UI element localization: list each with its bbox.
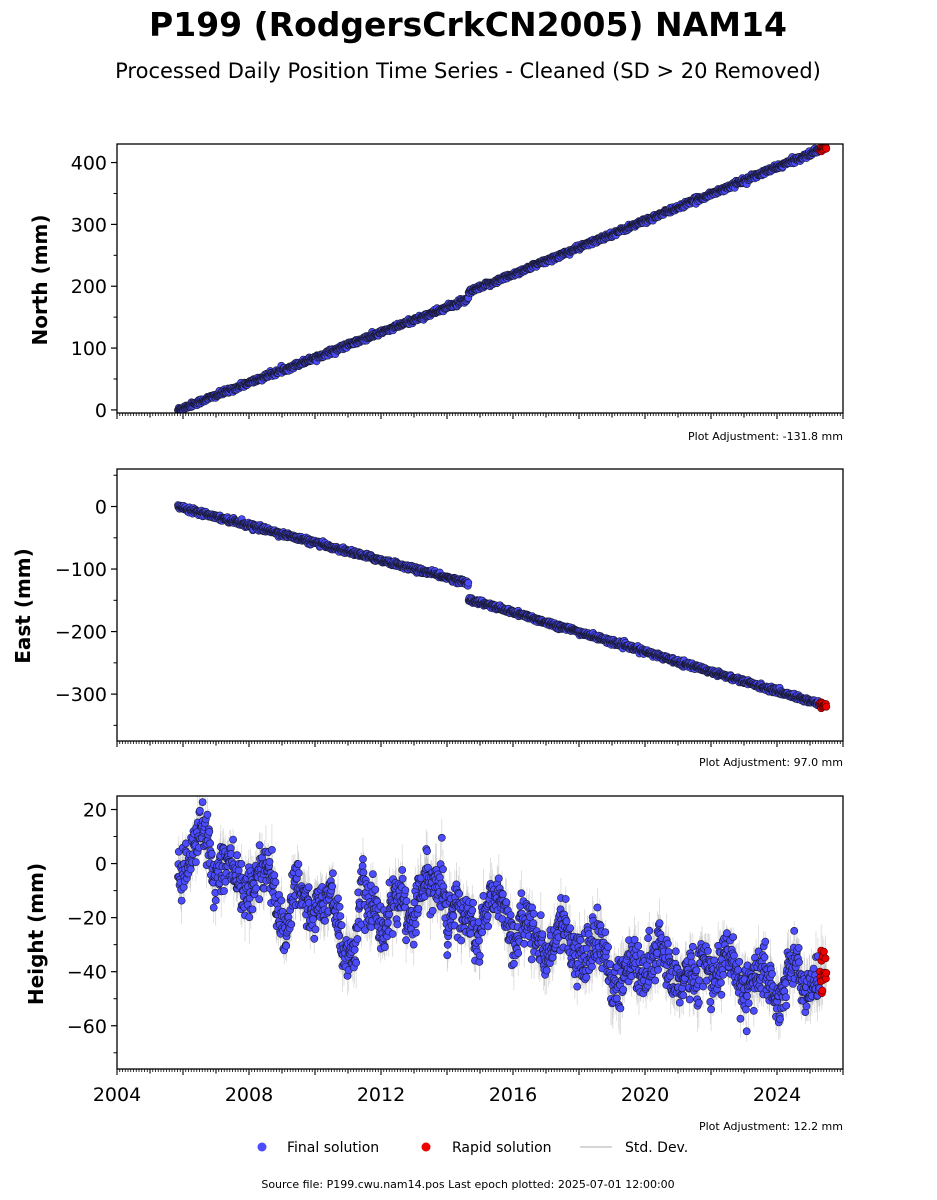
east-panel: 0−100−200−300 bbox=[55, 468, 844, 747]
rapid-solution-points bbox=[816, 144, 831, 156]
y-tick-label: 400 bbox=[71, 153, 107, 175]
y-tick-label: 0 bbox=[95, 400, 107, 422]
plot-area bbox=[174, 501, 831, 713]
x-axis bbox=[116, 413, 844, 419]
chart-subtitle: Processed Daily Position Time Series - C… bbox=[115, 59, 821, 83]
north-panel: 0 100 200 300 400 bbox=[71, 143, 844, 422]
y-axis: 0 100 200 300 400 bbox=[71, 153, 117, 422]
y-tick-label: 300 bbox=[71, 214, 107, 236]
rapid-solution-point bbox=[822, 144, 831, 153]
final-solution-points bbox=[174, 144, 824, 413]
chart-title: P199 (RodgersCrkCN2005) NAM14 bbox=[149, 5, 787, 44]
plot-area bbox=[174, 144, 831, 413]
y-tick-label: 100 bbox=[71, 338, 107, 360]
y-tick-label: 200 bbox=[71, 276, 107, 298]
